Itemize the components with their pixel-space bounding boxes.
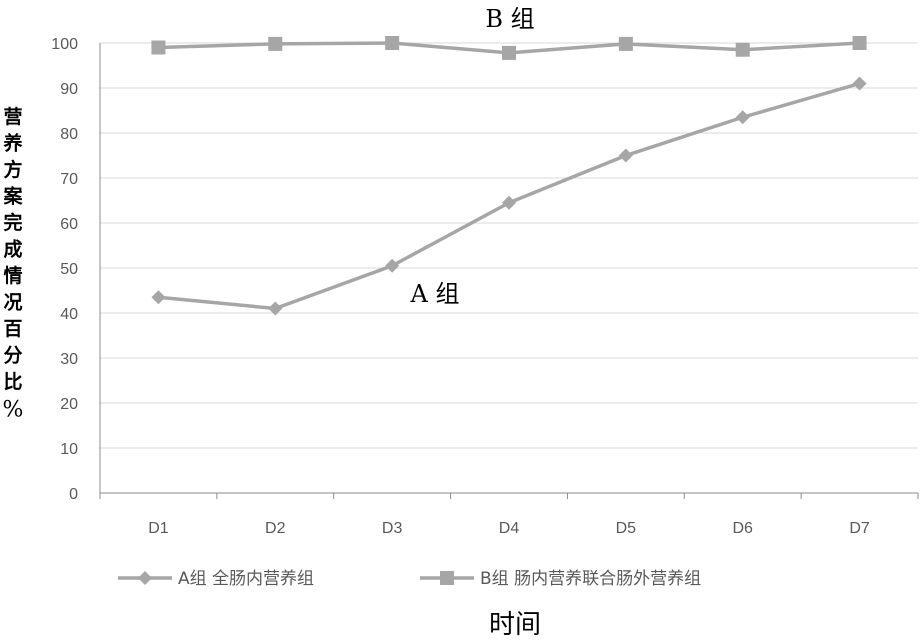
legend-label: B组 肠内营养联合肠外营养组 (480, 569, 701, 589)
x-tick-label: D2 (265, 520, 286, 537)
y-axis-title-char: 营 (3, 105, 22, 128)
data-point-a (502, 195, 516, 210)
axes (99, 43, 919, 499)
y-axis-title-char: 养 (2, 132, 22, 155)
x-tick-label: D1 (148, 520, 169, 537)
y-tick-label: 100 (51, 36, 78, 53)
data-point-b (618, 36, 633, 51)
y-tick-label: 70 (60, 171, 78, 188)
y-axis-title-char: 案 (2, 185, 23, 208)
y-tick-label: 20 (60, 396, 78, 413)
legend-marker (138, 571, 152, 585)
data-point-a (268, 301, 283, 316)
x-tick-label: D3 (382, 520, 403, 537)
y-axis-title-char: % (3, 398, 24, 423)
data-point-b (151, 40, 166, 55)
y-axis-title-char: 方 (3, 158, 22, 181)
chart-text: 0 10 20 30 40 50 60 70 80 90 100 D1 D2 D3 D4 D5 D6 D7 B 组 A… (2, 5, 869, 640)
y-tick-label: 10 (60, 441, 78, 458)
y-axis-title-char: 成 (3, 238, 22, 261)
annotation-label: B 组 (485, 5, 534, 33)
y-axis-title-char: 情 (3, 264, 22, 287)
y-tick-label: 60 (60, 216, 78, 233)
y-axis-title-char: 比 (3, 371, 22, 393)
y-axis-title-char: 完 (3, 211, 22, 234)
x-tick-label: D6 (732, 520, 753, 537)
legend-label: A组 全肠内营养组 (178, 569, 314, 589)
data-point-b (735, 42, 750, 57)
series-lines (158, 41, 861, 311)
data-point-b (852, 36, 867, 50)
x-tick-label: D7 (849, 520, 870, 537)
x-axis-title: 时间 (489, 610, 541, 640)
y-tick-label: 50 (60, 261, 78, 278)
y-tick-label: 30 (60, 351, 78, 368)
data-point-a (852, 76, 867, 91)
y-tick-label: 40 (60, 306, 78, 323)
gridlines (100, 42, 918, 449)
legend: A组 全肠内营养组 B组 肠内营养联合肠外营养组 (118, 569, 701, 589)
legend-marker (440, 571, 454, 585)
y-axis-title-char: 百 (3, 318, 22, 340)
data-point-b (268, 36, 283, 51)
y-tick-label: 0 (69, 486, 78, 503)
x-tick-label: D4 (499, 520, 520, 537)
data-point-b (502, 45, 516, 60)
y-axis-title-char: 况 (3, 292, 22, 314)
y-tick-label: 80 (60, 126, 78, 143)
annotation-label: A 组 (410, 280, 460, 308)
data-point-a (618, 148, 633, 163)
y-tick-label: 90 (60, 81, 78, 98)
data-point-b (385, 36, 400, 50)
data-point-a (151, 290, 166, 305)
data-point-a (735, 110, 750, 125)
y-axis-title-char: 分 (3, 345, 22, 367)
x-tick-label: D5 (616, 520, 637, 537)
data-point-a (385, 258, 400, 273)
series-markers (151, 36, 867, 316)
